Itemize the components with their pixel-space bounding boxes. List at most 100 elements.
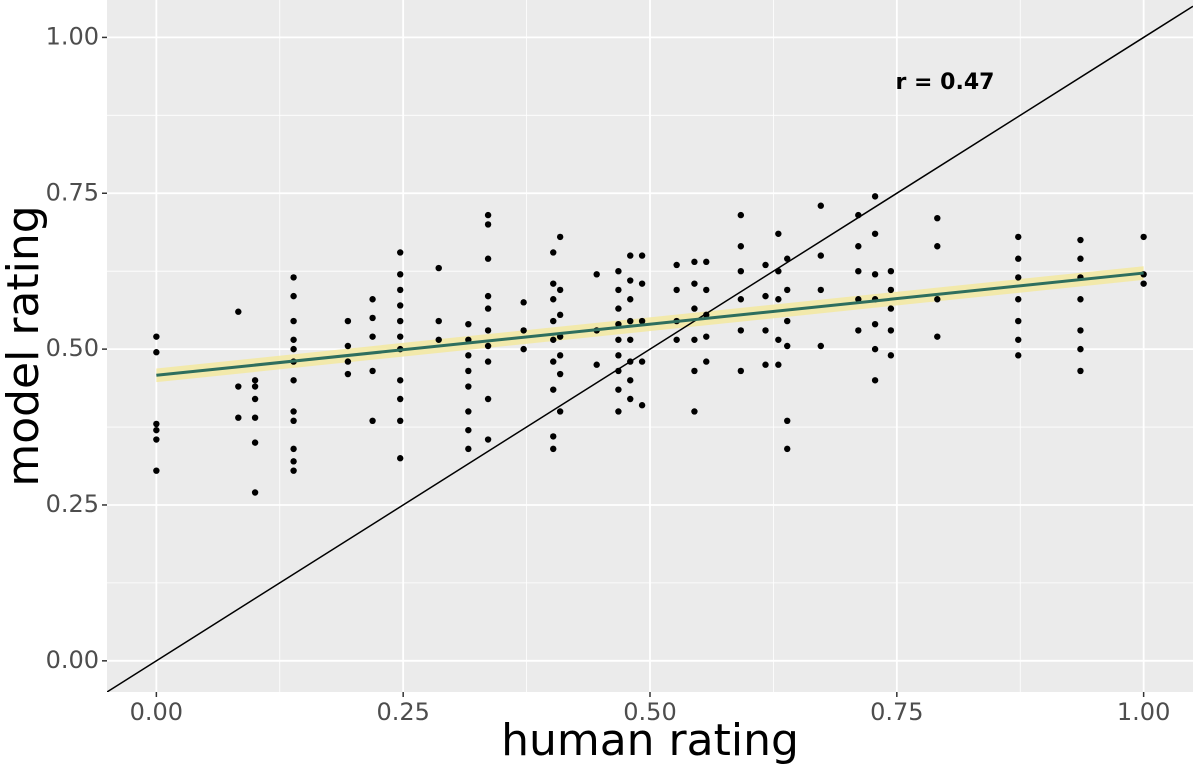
point (871, 377, 879, 384)
point (550, 296, 557, 303)
point (673, 286, 680, 294)
point (855, 267, 862, 275)
point (691, 367, 698, 375)
point (691, 305, 698, 312)
point (855, 327, 862, 334)
point (871, 193, 879, 200)
point (615, 408, 622, 415)
point (615, 305, 622, 312)
point (615, 286, 622, 294)
y-tick-label: 0.50 (46, 334, 99, 362)
point (153, 333, 160, 340)
point (638, 402, 646, 409)
point (775, 267, 782, 275)
point (762, 261, 769, 269)
point (369, 314, 376, 322)
point (1077, 345, 1084, 353)
point (251, 395, 259, 403)
point (737, 367, 745, 375)
point (290, 292, 297, 300)
point (290, 408, 297, 415)
point (1077, 367, 1084, 375)
point (344, 358, 352, 365)
point (520, 345, 527, 353)
point (887, 286, 895, 294)
point (344, 317, 352, 325)
point (550, 386, 557, 393)
point (1140, 233, 1147, 241)
point (638, 252, 646, 259)
point (435, 336, 442, 343)
point (817, 202, 824, 209)
point (703, 258, 710, 266)
point (627, 317, 634, 325)
point (737, 211, 745, 219)
point (344, 370, 352, 378)
point (638, 317, 646, 325)
point (673, 336, 680, 343)
point (762, 361, 769, 368)
point (397, 302, 404, 309)
x-tick-label: 0.75 (870, 698, 923, 726)
point (855, 211, 862, 219)
point (397, 333, 404, 340)
point (703, 333, 710, 340)
point (290, 377, 297, 384)
point (784, 445, 791, 453)
point (369, 367, 376, 375)
point (556, 233, 564, 241)
point (593, 271, 600, 278)
point (484, 221, 492, 228)
point (784, 317, 791, 325)
point (290, 317, 297, 325)
point (251, 439, 259, 446)
point (484, 395, 492, 403)
point (737, 243, 745, 250)
point (153, 426, 160, 434)
point (775, 296, 782, 303)
point (290, 336, 297, 343)
point (627, 377, 634, 384)
point (520, 327, 527, 334)
x-tick-label: 0.50 (623, 698, 676, 726)
point (703, 311, 710, 319)
point (638, 280, 646, 287)
point (703, 358, 710, 365)
y-axis-title: model rating (0, 205, 49, 486)
annotation: r = 0.47 (896, 70, 995, 95)
point (397, 286, 404, 294)
point (153, 349, 160, 356)
point (484, 436, 492, 443)
point (290, 417, 297, 425)
point (1015, 352, 1022, 359)
point (290, 467, 297, 474)
x-tick-label: 0.00 (130, 698, 183, 726)
y-tick-label: 0.00 (46, 646, 99, 674)
point (703, 286, 710, 294)
point (556, 370, 564, 378)
point (593, 361, 600, 368)
point (290, 445, 297, 453)
point (775, 361, 782, 368)
point (934, 214, 941, 222)
point (1015, 233, 1022, 241)
point (550, 358, 557, 365)
point (934, 333, 941, 340)
point (397, 271, 404, 278)
point (615, 267, 622, 275)
point (235, 414, 242, 421)
point (235, 308, 242, 315)
point (1015, 274, 1022, 281)
point (691, 280, 698, 287)
point (784, 342, 791, 350)
point (737, 296, 745, 303)
point (153, 436, 160, 443)
point (1015, 336, 1022, 343)
point (627, 395, 634, 403)
point (784, 417, 791, 425)
point (627, 296, 634, 303)
point (344, 342, 352, 350)
point (737, 327, 745, 334)
point (290, 274, 297, 281)
point (691, 336, 698, 343)
